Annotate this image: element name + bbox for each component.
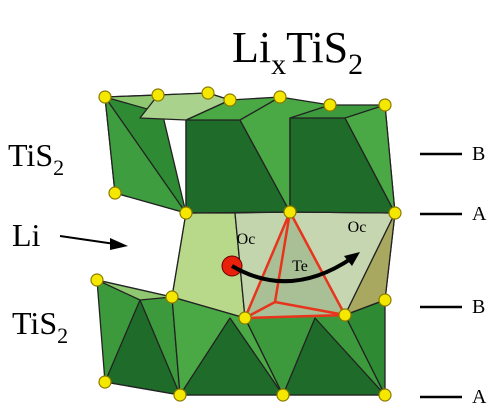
vertex: [151, 88, 165, 102]
layer-text: TiS: [12, 305, 57, 341]
vertex: [238, 311, 252, 325]
vertex: [243, 208, 348, 320]
vertex: [201, 86, 215, 100]
vertex: [388, 206, 402, 220]
layer-label: Li: [12, 217, 41, 253]
title-sub: 2: [348, 48, 363, 81]
stacking-label: B: [472, 296, 485, 318]
vertex: [98, 90, 112, 104]
structure: [90, 86, 402, 402]
site-label: Oc: [237, 231, 256, 248]
stacking-label: B: [472, 143, 485, 165]
vertex: [276, 388, 290, 402]
vertex: [274, 300, 346, 317]
octahedron: [96, 279, 173, 301]
vertex: [378, 293, 392, 307]
layer-sub: 2: [53, 155, 64, 180]
octahedron: [104, 96, 187, 214]
vertex: [378, 98, 392, 112]
vertex: [173, 388, 187, 402]
arrow-head: [110, 238, 128, 250]
octahedron: [282, 317, 386, 396]
title-part: Li: [232, 23, 271, 72]
layer-text: TiS: [8, 137, 53, 173]
vertices: [90, 86, 402, 402]
layer-label: TiS2: [12, 305, 68, 348]
site-label: Oc: [348, 219, 367, 236]
vertex: [165, 290, 179, 304]
vertex: [223, 93, 237, 107]
stacking-label: A: [472, 386, 487, 408]
layer-label: TiS2: [8, 137, 64, 180]
octahedron: [104, 299, 181, 396]
pointer: [59, 235, 116, 245]
tetrahedron: [243, 208, 348, 320]
vertex: [179, 206, 193, 220]
vertex: [283, 205, 297, 219]
title-sub: x: [271, 48, 286, 81]
stacking-ticks: [420, 152, 462, 399]
title: LixTiS2: [232, 23, 363, 81]
hop-path: [230, 256, 354, 284]
title-part: TiS: [286, 23, 348, 72]
stacking-label: A: [472, 203, 487, 225]
octahedron: [344, 104, 396, 214]
octahedron: [344, 299, 386, 396]
vertex: [378, 388, 392, 402]
vertex: [90, 273, 104, 287]
site-label: Te: [292, 258, 308, 275]
vertex: [338, 308, 352, 322]
layer-sub: 2: [57, 323, 68, 348]
arrow-head: [344, 252, 360, 266]
vertex: [98, 375, 112, 389]
vertex: [273, 90, 287, 104]
octahedron: [179, 317, 284, 396]
vertex: [323, 98, 337, 112]
vertex: [108, 186, 122, 200]
